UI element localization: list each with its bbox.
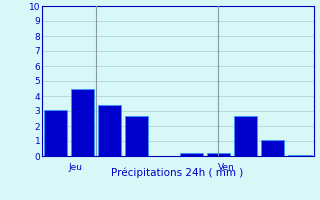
Bar bbox=[98, 105, 121, 156]
Bar bbox=[288, 154, 312, 156]
Bar bbox=[261, 140, 284, 156]
Bar bbox=[125, 116, 148, 156]
Text: Ven: Ven bbox=[219, 164, 235, 172]
Bar bbox=[44, 110, 67, 156]
X-axis label: Précipitations 24h ( mm ): Précipitations 24h ( mm ) bbox=[111, 167, 244, 178]
Bar bbox=[234, 116, 257, 156]
Bar bbox=[207, 153, 230, 156]
Text: Jeu: Jeu bbox=[69, 164, 83, 172]
Bar bbox=[71, 88, 94, 156]
Bar bbox=[180, 153, 203, 156]
